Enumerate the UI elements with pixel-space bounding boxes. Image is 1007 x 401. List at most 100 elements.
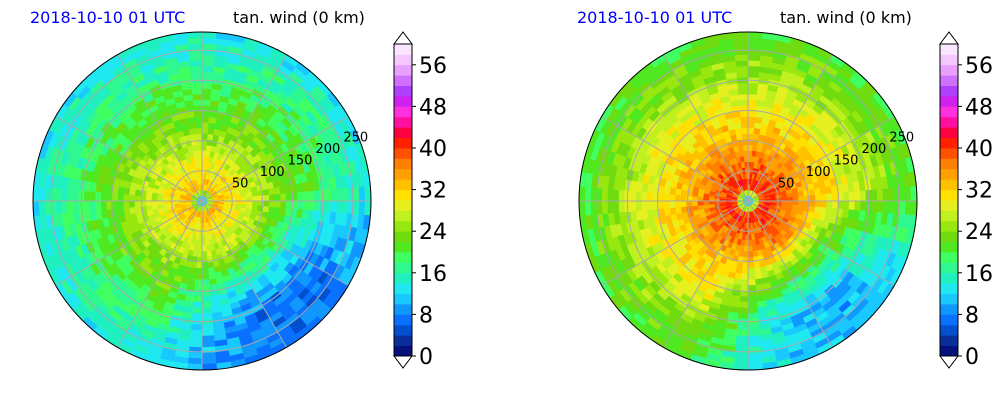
- panel-left-field-cell: [201, 65, 215, 73]
- panel-right-field-cell: [685, 200, 693, 207]
- panel-left-colorbar-tick-label: 48: [419, 95, 447, 120]
- panel-left-field-cell: [193, 284, 203, 292]
- panel-right-colorbar-bin: [940, 44, 958, 55]
- panel-left-field-cell: [55, 187, 63, 202]
- panel-right-field-cell: [882, 200, 890, 214]
- panel-right-field-cell: [742, 144, 749, 151]
- panel-right-field-cell: [747, 256, 754, 264]
- panel-left-field-cell: [60, 188, 68, 202]
- panel-right-colorbar-bin: [940, 304, 958, 315]
- panel-right-field-cell: [747, 245, 753, 253]
- panel-right-field-cell: [737, 82, 749, 90]
- panel-right-field-cell: [646, 200, 653, 211]
- panel-left-field-cell: [297, 200, 304, 211]
- panel-right-field-cell: [826, 200, 833, 209]
- panel-left-colorbar-bin: [394, 241, 412, 253]
- panel-right-field-cell: [733, 42, 749, 50]
- panel-right-colorbar-bin: [940, 293, 958, 305]
- panel-left-field-cell: [201, 144, 208, 151]
- panel-right-field-cell: [747, 234, 752, 241]
- panel-left-colorbar-bin: [394, 179, 412, 190]
- panel-left-field-cell: [207, 261, 215, 269]
- panel-left-field-cell: [257, 189, 265, 197]
- panel-right-field-cell: [747, 127, 755, 135]
- panel-left-field-cell: [187, 42, 203, 50]
- panel-right-field-cell: [736, 71, 749, 78]
- panel-left-field-cell: [336, 188, 344, 202]
- panel-right-field-cell: [736, 324, 749, 331]
- panel-right-colorbar-bin: [940, 148, 958, 159]
- panel-right-colorbar-tick-label: 8: [965, 303, 979, 328]
- panel-right-field-cell: [904, 186, 912, 202]
- panel-left-field-cell: [151, 204, 158, 211]
- panel-left-field-cell: [100, 191, 107, 202]
- panel-left-field-cell: [353, 186, 361, 202]
- panel-left-field-cell: [201, 245, 207, 253]
- panel-left-field-cell: [196, 251, 203, 258]
- panel-left-colorbar-bin: [394, 345, 412, 357]
- panel-right-field-cell: [668, 193, 676, 202]
- panel-left-field-cell: [100, 200, 107, 211]
- panel-right-field-cell: [876, 188, 884, 202]
- panel-left-field-cell: [43, 200, 51, 216]
- panel-left-field-cell: [190, 71, 203, 78]
- panel-right-field-cell: [747, 324, 760, 331]
- panel-left-colorbar-bin: [394, 220, 412, 232]
- panel-left-field-cell: [194, 121, 203, 129]
- panel-left-polar-grid: [33, 32, 371, 370]
- panel-right-colorbar-bin: [940, 64, 958, 76]
- panel-right-field-cell: [747, 340, 762, 348]
- panel-left-ring-label: 100: [260, 165, 285, 180]
- panel-right-field-cell: [674, 194, 682, 202]
- panel-left-field-cell: [66, 200, 74, 214]
- panel-right-field-cell: [738, 150, 745, 157]
- panel-left-field-cell: [235, 197, 242, 202]
- panel-right-field-cell: [691, 205, 699, 212]
- panel-left-field-cell: [280, 200, 287, 209]
- panel-right-field-cell: [685, 205, 693, 213]
- panel-right-field-cell: [831, 200, 839, 210]
- panel-right-colorbar-tick-label: 16: [965, 262, 993, 287]
- panel-right-field-cell: [735, 59, 749, 67]
- panel-left-field-cell: [117, 200, 124, 209]
- panel-right-title-time: 2018-10-10 01 UTC: [577, 8, 732, 27]
- panel-right-wind-field: [579, 32, 917, 370]
- panel-left-field-cell: [60, 200, 68, 214]
- panel-left-field-cell: [189, 65, 203, 73]
- panel-right-field-cell: [738, 99, 749, 106]
- panel-left-field-cell: [196, 144, 203, 151]
- panel-left-field-cell: [189, 335, 203, 343]
- panel-left-field-cell: [162, 200, 169, 205]
- panel-right-colorbar-bin: [940, 200, 958, 211]
- panel-left-field-cell: [145, 195, 152, 202]
- panel-left-field-cell: [189, 133, 197, 141]
- panel-left-field-cell: [192, 296, 203, 303]
- panel-right-field-cell: [734, 54, 749, 62]
- panel-right-field-cell: [904, 200, 912, 216]
- panel-right-field-cell: [663, 200, 670, 209]
- panel-left-field-cell: [313, 190, 321, 202]
- panel-left-field-cell: [190, 138, 198, 146]
- panel-left-field-cell: [358, 200, 366, 216]
- panel-right-field-cell: [882, 188, 890, 202]
- panel-left-colorbar-bin: [394, 158, 412, 170]
- panel-right-field-cell: [751, 245, 758, 252]
- panel-right-field-cell: [702, 200, 710, 206]
- panel-left-field-cell: [201, 239, 207, 247]
- panel-right-field-cell: [740, 273, 749, 281]
- panel-right-field-cell: [854, 200, 862, 212]
- panel-right-field-cell: [809, 200, 816, 208]
- panel-right-colorbar-bin: [940, 210, 958, 222]
- panel-right-field-cell: [747, 301, 758, 309]
- panel-right-field-cell: [747, 284, 757, 292]
- panel-left-field-cell: [72, 200, 79, 213]
- panel-right-field-cell: [781, 197, 788, 202]
- panel-right-field-cell: [848, 191, 856, 202]
- panel-right-colorbar-bin: [940, 324, 958, 336]
- panel-left-colorbar-bin: [394, 137, 412, 149]
- panel-left-field-cell: [201, 363, 218, 370]
- panel-right-field-cell: [797, 190, 805, 197]
- panel-right-field-cell: [606, 200, 614, 214]
- panel-left-field-cell: [274, 193, 282, 202]
